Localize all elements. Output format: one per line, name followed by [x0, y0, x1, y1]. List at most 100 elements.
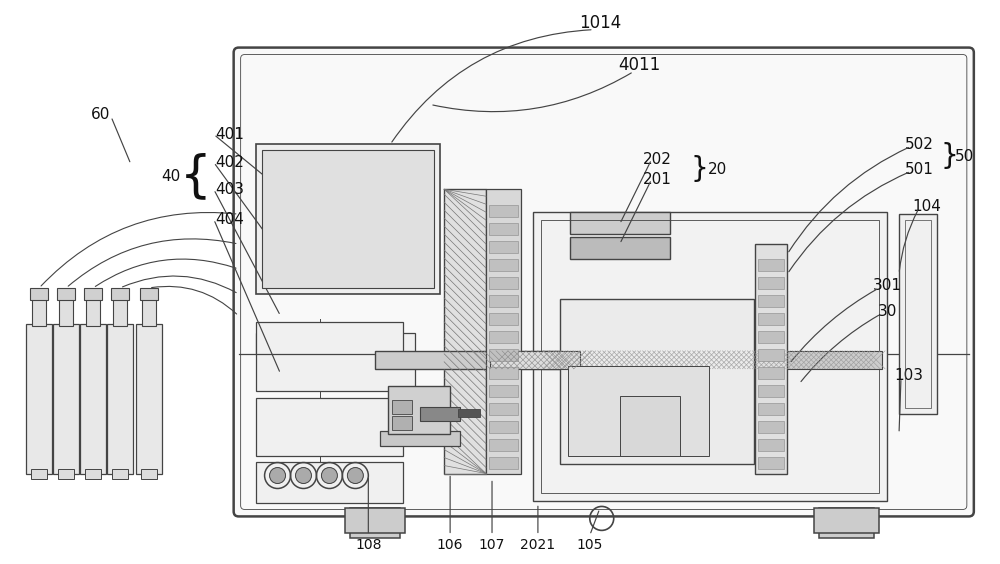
Text: 404: 404 [216, 212, 245, 227]
Bar [758, 403, 784, 415]
Circle shape [321, 468, 337, 483]
Text: 107: 107 [479, 539, 505, 552]
Bar [58, 469, 74, 478]
Bar [489, 403, 518, 415]
Bar [489, 457, 518, 469]
Text: 402: 402 [216, 155, 245, 170]
Text: 301: 301 [873, 279, 902, 293]
Text: }: } [940, 142, 958, 170]
Bar [560, 299, 754, 464]
Circle shape [296, 468, 311, 483]
Bar [489, 349, 518, 361]
Text: 4011: 4011 [619, 55, 661, 73]
Bar [489, 277, 518, 289]
Bar [489, 241, 518, 253]
Bar [489, 385, 518, 396]
Bar [486, 190, 521, 474]
Text: 108: 108 [355, 539, 382, 552]
Bar [489, 259, 518, 271]
Text: {: { [180, 152, 212, 200]
Bar [141, 469, 157, 478]
Text: 50: 50 [955, 149, 974, 164]
Bar [489, 205, 518, 217]
Text: 201: 201 [643, 172, 672, 187]
Bar [388, 386, 450, 434]
Bar [350, 508, 400, 539]
Bar [758, 277, 784, 289]
Bar [899, 214, 937, 413]
Circle shape [347, 468, 363, 483]
Bar [256, 398, 403, 456]
Bar [256, 461, 403, 504]
Bar [112, 469, 128, 478]
Circle shape [270, 468, 286, 483]
Bar [113, 296, 127, 326]
Bar [140, 288, 158, 300]
Bar [59, 296, 73, 326]
Bar [392, 400, 412, 413]
Bar [758, 457, 784, 469]
Bar [392, 416, 412, 430]
Bar [32, 296, 46, 326]
Bar [444, 190, 486, 474]
Bar [80, 324, 106, 474]
Bar [489, 367, 518, 379]
Bar [814, 508, 879, 534]
Bar [86, 296, 100, 326]
Bar [490, 351, 580, 369]
Bar [262, 151, 434, 288]
Text: 502: 502 [905, 137, 933, 152]
Bar [107, 324, 133, 474]
Bar [758, 385, 784, 396]
Bar [758, 295, 784, 307]
Text: 105: 105 [577, 539, 603, 552]
Bar [758, 259, 784, 271]
Text: 501: 501 [905, 162, 933, 177]
Bar [570, 212, 670, 234]
Bar [53, 324, 79, 474]
Text: 1014: 1014 [579, 14, 621, 32]
Bar [758, 367, 784, 379]
Bar [31, 469, 47, 478]
Bar [256, 144, 440, 294]
Bar [375, 351, 655, 369]
Bar [458, 409, 480, 417]
Text: 2021: 2021 [520, 539, 555, 552]
FancyBboxPatch shape [234, 47, 974, 517]
Bar [758, 313, 784, 325]
Text: 401: 401 [216, 127, 245, 142]
Text: }: } [691, 155, 708, 183]
Bar [420, 407, 460, 421]
Bar [758, 349, 784, 361]
Bar [568, 366, 709, 456]
Text: 60: 60 [91, 107, 111, 122]
Text: 20: 20 [708, 162, 727, 177]
Bar [489, 295, 518, 307]
Text: 202: 202 [643, 152, 672, 167]
Bar [620, 396, 680, 456]
Bar [489, 313, 518, 325]
Text: 103: 103 [894, 368, 923, 384]
Bar [533, 212, 887, 501]
Bar [489, 439, 518, 451]
Bar [380, 431, 460, 446]
Text: 403: 403 [216, 182, 245, 197]
Bar [758, 331, 784, 343]
Bar [57, 288, 75, 300]
Text: 40: 40 [161, 169, 180, 184]
Bar [758, 421, 784, 433]
Bar [489, 223, 518, 235]
Text: 104: 104 [913, 199, 941, 214]
Bar [819, 508, 874, 539]
Bar [758, 439, 784, 451]
Bar [84, 288, 102, 300]
Bar [489, 331, 518, 343]
Bar [905, 220, 931, 408]
Bar [489, 421, 518, 433]
Bar [111, 288, 129, 300]
Text: 106: 106 [437, 539, 463, 552]
Bar [26, 324, 52, 474]
Bar [543, 351, 882, 369]
Bar [256, 322, 403, 354]
Bar [256, 333, 415, 391]
